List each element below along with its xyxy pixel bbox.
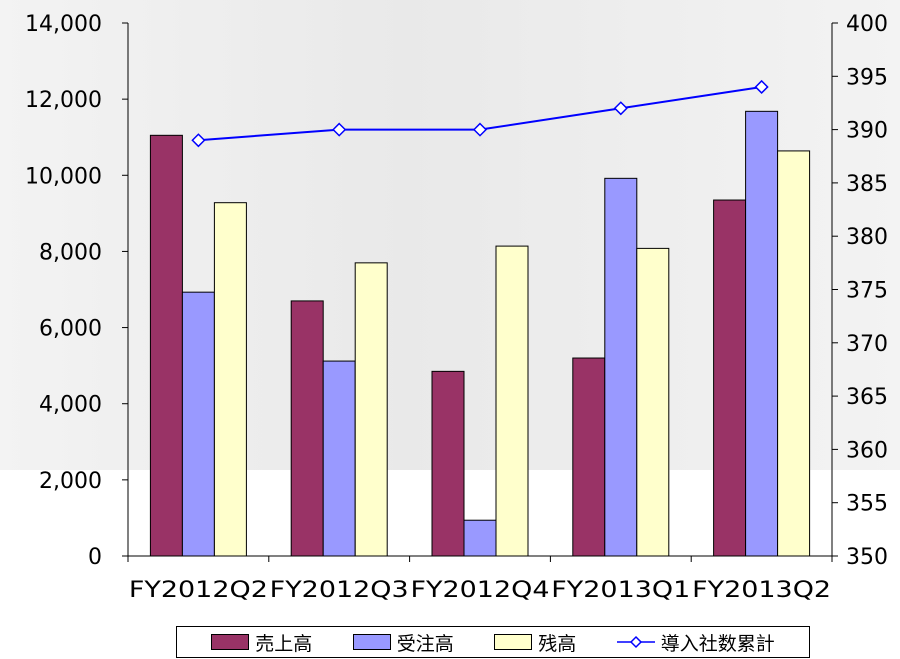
y-left-tick-label: 8,000 <box>39 240 102 265</box>
legend: 売上高 受注高 残高 導入社数累計 <box>176 626 810 658</box>
y-left-tick-label: 14,000 <box>25 12 102 37</box>
bar <box>463 519 497 557</box>
x-tick-label: FY2013Q1 <box>551 578 690 603</box>
bar <box>713 199 747 557</box>
y-right-tick-label: 380 <box>846 225 888 250</box>
bars-layer <box>149 110 811 557</box>
x-tick-label: FY2012Q3 <box>270 578 409 603</box>
y-right-tick-label: 370 <box>846 332 888 357</box>
x-tick-label: FY2012Q4 <box>411 578 550 603</box>
line-point <box>191 133 206 148</box>
legend-label: 残高 <box>538 632 577 655</box>
legend-label: 導入社数累計 <box>660 632 775 655</box>
y-left-tick-label: 10,000 <box>25 164 102 189</box>
y-right-tick-label: 350 <box>846 545 888 570</box>
bar <box>745 110 779 557</box>
y-right-tick-label: 375 <box>846 279 888 304</box>
legend-swatch <box>494 634 533 650</box>
bar <box>431 370 465 557</box>
bar <box>777 150 811 557</box>
legend-item: 売上高 <box>211 629 312 656</box>
bar <box>604 177 638 557</box>
legend-item: 導入社数累計 <box>616 629 775 656</box>
bar <box>290 300 324 557</box>
y-right-tick-label: 365 <box>846 385 888 410</box>
x-tick-label: FY2012Q2 <box>129 578 268 603</box>
line-point <box>754 79 769 95</box>
bar <box>149 134 183 557</box>
legend-item: 残高 <box>494 629 576 656</box>
y-left-tick-label: 4,000 <box>39 393 102 418</box>
y-right-tick-label: 385 <box>846 172 888 197</box>
bar <box>636 247 670 557</box>
legend-item: 受注高 <box>352 629 454 656</box>
y-right-tick-label: 390 <box>846 119 888 144</box>
line-point <box>472 122 488 137</box>
y-right-tick-label: 395 <box>846 65 888 90</box>
y-right-tick-label: 355 <box>846 492 888 517</box>
y-right-tick-label: 400 <box>846 12 888 37</box>
legend-label: 売上高 <box>255 632 313 655</box>
y-left-tick-label: 12,000 <box>25 88 102 113</box>
bar <box>322 360 356 557</box>
ticks-layer: 0 2,000 4,000 6,000 8,000 10,000 12,000 14,000 3… <box>25 12 888 603</box>
legend-label: 受注高 <box>396 632 454 655</box>
y-left-tick-label: 6,000 <box>39 317 102 342</box>
x-tick-label: FY2013Q2 <box>692 578 831 603</box>
legend-swatch <box>352 634 391 650</box>
legend-line-marker <box>616 635 655 649</box>
line-layer <box>191 79 769 148</box>
line-point <box>613 101 628 116</box>
bar <box>181 291 215 557</box>
bar <box>495 245 529 557</box>
legend-swatch <box>211 634 250 650</box>
y-left-tick-label: 2,000 <box>39 469 102 494</box>
bar <box>213 202 247 557</box>
line-point <box>332 122 347 137</box>
bar <box>572 357 606 557</box>
y-left-tick-label: 0 <box>88 545 102 570</box>
bar <box>354 262 388 557</box>
y-right-tick-label: 360 <box>846 438 888 463</box>
